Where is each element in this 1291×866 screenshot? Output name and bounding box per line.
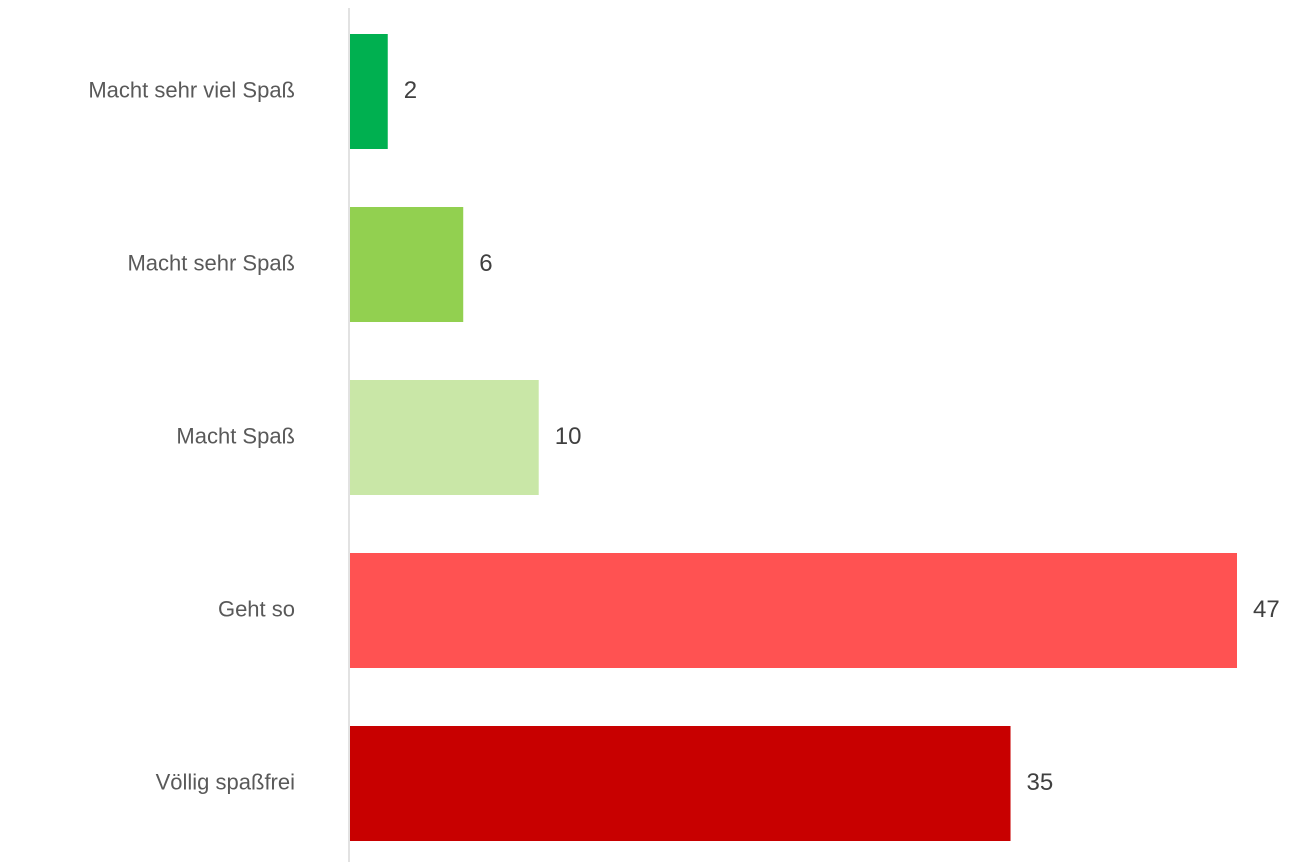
value-label: 6 (479, 250, 492, 277)
value-label: 10 (555, 423, 582, 450)
bar (350, 207, 464, 322)
bar (350, 726, 1011, 841)
bar (350, 34, 388, 149)
value-label: 2 (404, 77, 417, 104)
bar (350, 553, 1237, 668)
value-label: 35 (1027, 769, 1054, 796)
bar (350, 380, 539, 495)
category-label: Völlig spaßfrei (156, 769, 295, 794)
category-label: Macht sehr Spaß (127, 250, 295, 275)
category-label: Macht Spaß (176, 423, 295, 448)
value-label: 47 (1253, 596, 1280, 623)
category-label: Macht sehr viel Spaß (88, 77, 295, 102)
category-label: Geht so (218, 596, 295, 621)
